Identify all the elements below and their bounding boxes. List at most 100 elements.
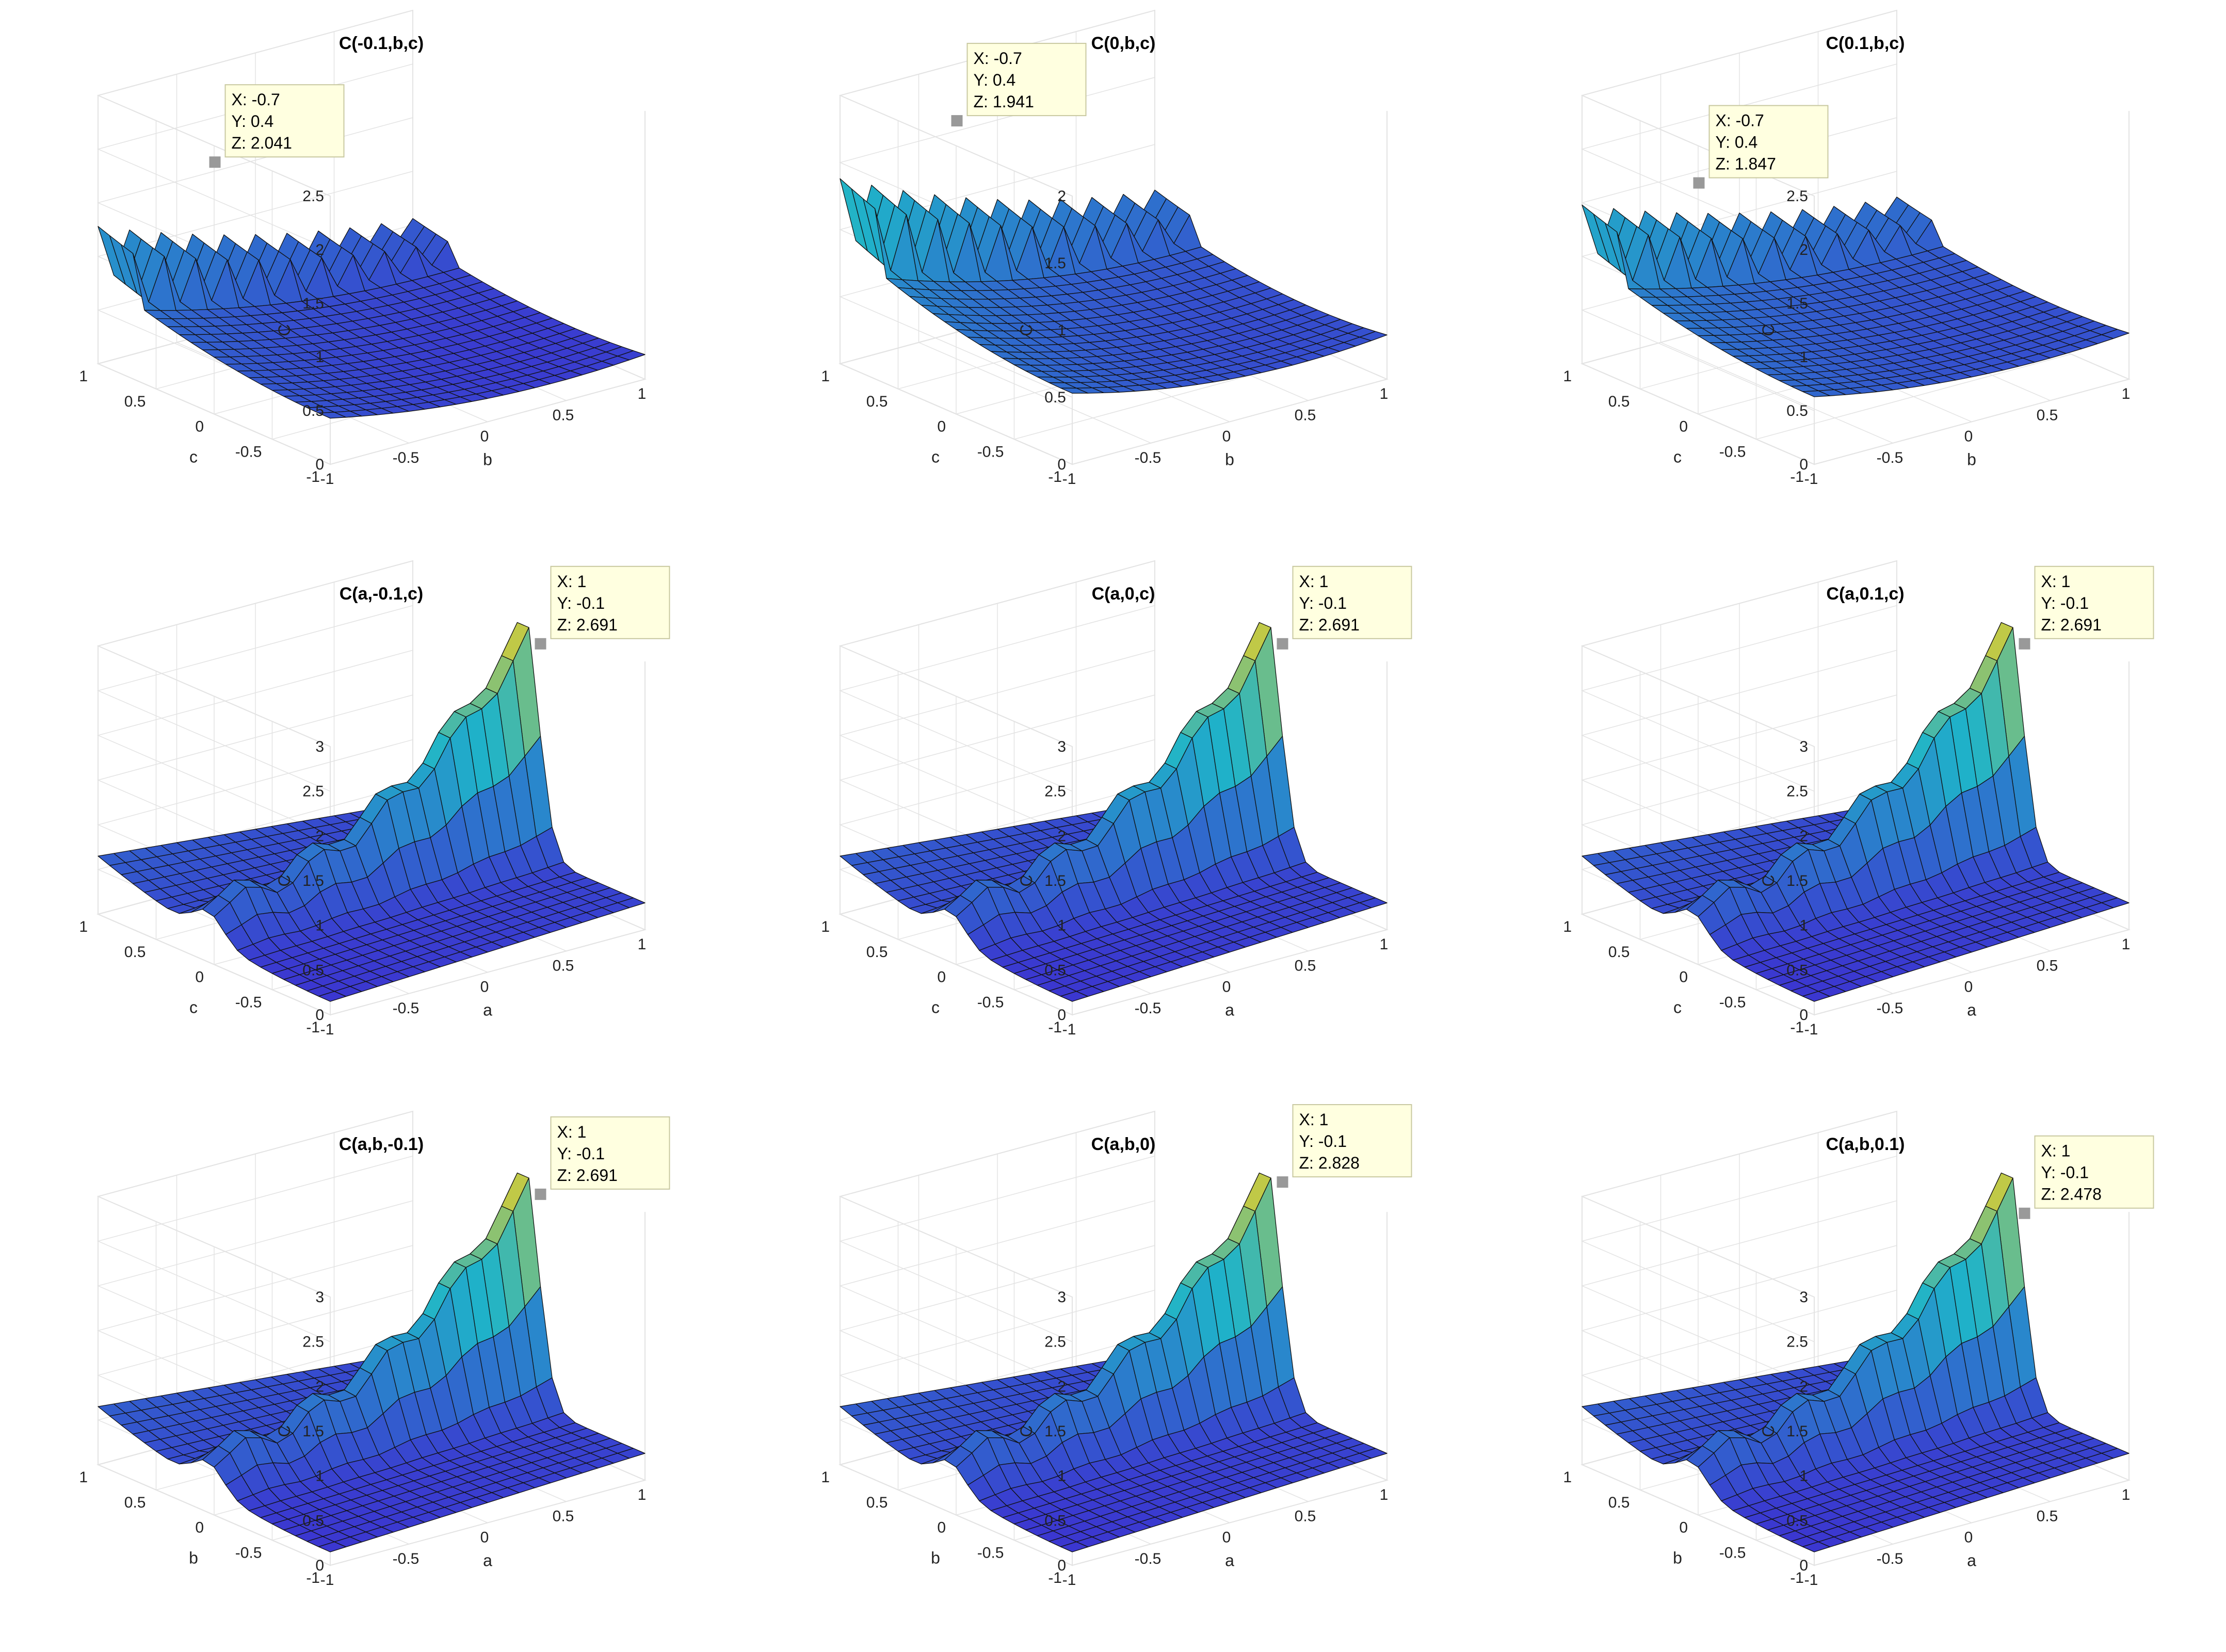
- x-tick-label: 1: [1380, 936, 1389, 953]
- y-tick-label: 0.5: [124, 944, 146, 961]
- z-tick-label: 2: [315, 828, 324, 845]
- y-tick-label: 0: [937, 969, 946, 986]
- datatip-line: X: -0.7: [232, 90, 280, 109]
- y-tick-label: 0: [195, 969, 204, 986]
- y-tick-label: -1: [1790, 1569, 1804, 1586]
- z-gridline: [838, 650, 1155, 836]
- subplot-title: C(a,0.1,c): [1826, 584, 1904, 604]
- subplot-title: C(0.1,b,c): [1826, 34, 1905, 53]
- y-tick-label: -1: [306, 468, 320, 485]
- surface-plot-6: 0 0.5 1 1.5 2 2.5 3 -1 -0.5 0 0.5 1 -1 -0.5 0 0.5 1 a c C C(…: [1563, 560, 2154, 1038]
- datatip: X: -0.7 Y: 0.4 Z: 1.941: [951, 43, 1087, 127]
- x-tick-label: -0.5: [1135, 1000, 1162, 1017]
- x-tick-label: -0.5: [1877, 1550, 1904, 1567]
- subplot-3: 0 0.5 1 1.5 2 2.5 -1 -0.5 0 0.5 1 -1 -0.5 0 0.5 1 b c C C(0…: [1484, 0, 2226, 550]
- x-tick-label: 1: [2122, 385, 2131, 402]
- x-tick-label: 1: [1380, 1486, 1389, 1503]
- z-tick-label: 0: [315, 456, 324, 473]
- datatip-marker: [535, 638, 546, 650]
- datatip-line: X: -0.7: [974, 49, 1022, 68]
- x-tick-label: -1: [320, 1021, 334, 1038]
- y-tick-label: -0.5: [1719, 1544, 1746, 1561]
- surface-face: [1060, 991, 1089, 1002]
- z-gridline: [838, 10, 1155, 197]
- surface-face: [318, 991, 347, 1002]
- datatip-line: Y: -0.1: [1299, 1132, 1347, 1151]
- y-tick-label: -1: [306, 1569, 320, 1586]
- x-tick-label: 0.5: [2037, 957, 2058, 974]
- z-tick-label: 1.5: [302, 1423, 324, 1440]
- x-tick-label: -1: [1804, 1021, 1818, 1038]
- subplot-title: C(a,b,0): [1091, 1135, 1156, 1154]
- y-tick-label: 1: [821, 918, 830, 935]
- subplot-title: C(a,b,0.1): [1826, 1135, 1905, 1154]
- datatip: X: 1 Y: -0.1 Z: 2.691: [1277, 565, 1412, 650]
- y-axis-label: b: [1673, 1549, 1682, 1567]
- datatip-line: Z: 2.691: [2041, 616, 2102, 634]
- y-tick-label: 0: [195, 1519, 204, 1536]
- z-tick-label: 1.5: [1044, 872, 1066, 889]
- z-tick-label: 0: [1057, 1007, 1066, 1024]
- z-tick-label: 0.5: [1786, 962, 1808, 979]
- datatip-box: [1292, 565, 1412, 639]
- z-tick-label: 0.5: [1044, 962, 1066, 979]
- y-tick-label: 1: [79, 368, 88, 385]
- subplot-title: C(a,0,c): [1092, 584, 1155, 604]
- datatip-line: Y: -0.1: [557, 594, 605, 612]
- z-tick-label: 3: [315, 738, 324, 755]
- z-tick-label: 0: [1799, 1007, 1808, 1024]
- z-tick-label: 2: [1057, 1378, 1066, 1395]
- subplot-title: C(-0.1,b,c): [339, 34, 424, 53]
- z-gridline: [96, 1200, 413, 1387]
- y-tick-label: 0.5: [124, 1494, 146, 1511]
- datatip-line: Y: -0.1: [2041, 594, 2089, 612]
- x-tick-label: -1: [1062, 471, 1076, 488]
- z-tick-label: 1: [1057, 322, 1066, 339]
- z-tick-label: 2.5: [1044, 783, 1066, 800]
- z-gridline: [838, 560, 1155, 747]
- x-tick-label: 0: [1964, 1529, 1973, 1546]
- y-tick-label: -0.5: [977, 994, 1004, 1011]
- datatip-box: [2034, 565, 2154, 639]
- surface-face: [1802, 1541, 1831, 1552]
- x-tick-label: -1: [320, 471, 334, 488]
- z-axis-label: C: [1017, 324, 1036, 336]
- y-axis-label: c: [931, 998, 940, 1017]
- y-tick-label: 0: [937, 1519, 946, 1536]
- z-tick-label: 1: [315, 1468, 324, 1485]
- z-tick-label: 0.5: [302, 962, 324, 979]
- datatip: X: -0.7 Y: 0.4 Z: 1.847: [1693, 105, 1829, 189]
- datatip-marker: [1277, 1176, 1288, 1188]
- z-tick-label: 1: [1799, 1468, 1808, 1485]
- z-tick-label: 0.5: [302, 1512, 324, 1529]
- z-axis-label: C: [275, 1425, 294, 1437]
- datatip: X: 1 Y: -0.1 Z: 2.828: [1277, 1104, 1412, 1188]
- z-gridline: [838, 1155, 1155, 1342]
- surface: [98, 622, 646, 1002]
- z-gridline: [1580, 650, 1897, 836]
- z-tick-label: 1: [315, 349, 324, 366]
- y-tick-label: 1: [821, 1469, 830, 1486]
- z-tick-label: 3: [315, 1289, 324, 1306]
- z-tick-label: 2.5: [1786, 188, 1808, 205]
- z-gridline: [96, 605, 413, 792]
- y-tick-label: 0: [937, 418, 946, 435]
- datatip-marker: [951, 115, 963, 127]
- z-tick-label: 2: [315, 241, 324, 258]
- y-tick-label: -0.5: [235, 1544, 262, 1561]
- y-axis-label: c: [1673, 448, 1682, 466]
- datatip-marker: [535, 1188, 546, 1200]
- surface-plot-1: 0 0.5 1 1.5 2 2.5 -1 -0.5 0 0.5 1 -1 -0.5 0 0.5 1 b c C C(-…: [79, 9, 647, 488]
- y-tick-label: 0: [1679, 418, 1688, 435]
- x-tick-label: -0.5: [393, 449, 420, 466]
- y-tick-label: 1: [1563, 918, 1572, 935]
- z-axis-label: C: [1759, 874, 1778, 886]
- z-tick-label: 2: [1799, 828, 1808, 845]
- y-tick-label: 1: [79, 918, 88, 935]
- surface-plot-4: 0 0.5 1 1.5 2 2.5 3 -1 -0.5 0 0.5 1 -1 -0.5 0 0.5 1 a c C C(…: [79, 560, 670, 1038]
- y-tick-label: -1: [1048, 1019, 1062, 1036]
- y-tick-label: -1: [1048, 468, 1062, 485]
- z-tick-label: 3: [1799, 1289, 1808, 1306]
- y-axis-label: b: [931, 1549, 940, 1567]
- datatip-line: Z: 2.828: [1299, 1154, 1360, 1172]
